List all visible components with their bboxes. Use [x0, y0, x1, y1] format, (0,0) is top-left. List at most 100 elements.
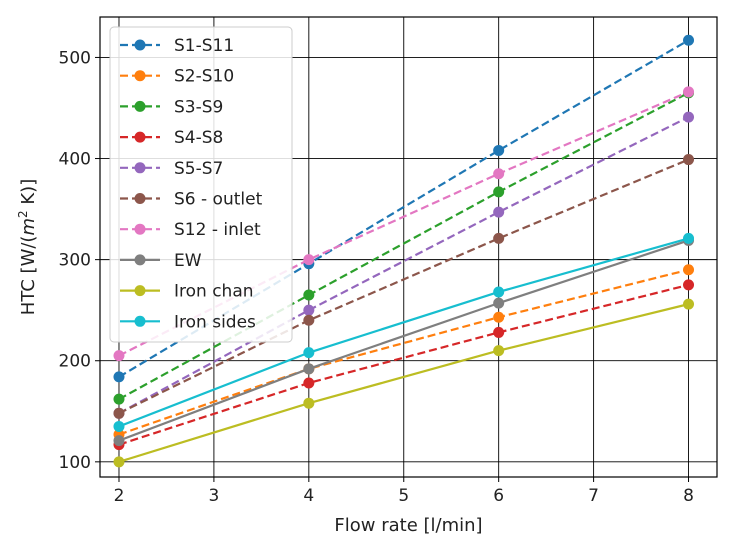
data-point [683, 264, 695, 276]
legend-marker [134, 315, 146, 327]
series-s12-inlet [113, 86, 695, 362]
legend-label: S2-S10 [174, 67, 234, 87]
legend-item: S6 - outlet [120, 190, 263, 210]
x-tick-label: 5 [398, 486, 409, 506]
x-tick-label: 2 [114, 486, 125, 506]
data-point [493, 297, 505, 309]
data-point [493, 345, 505, 357]
data-point [113, 420, 125, 432]
y-tick-label: 200 [59, 352, 91, 372]
data-point [113, 456, 125, 468]
plot-frame [99, 16, 718, 478]
x-tick-label: 8 [683, 486, 694, 506]
data-point [303, 363, 315, 375]
data-point [493, 326, 505, 338]
legend-label: Iron chan [174, 282, 254, 302]
series-line [118, 91, 690, 401]
series-line [118, 268, 689, 436]
legend-label: EW [174, 251, 202, 271]
y-axis-label: HTC [W/(m2 K)] [16, 179, 39, 315]
legend-item: S2-S10 [120, 67, 234, 87]
y-axis-label-unit: m [18, 218, 39, 236]
legend-label: S5-S7 [174, 159, 223, 179]
legend-item: S4-S8 [120, 128, 223, 148]
data-point [303, 304, 315, 316]
x-tick-label: 4 [303, 486, 314, 506]
y-tick-label: 100 [59, 453, 91, 473]
legend-label: S3-S9 [174, 97, 223, 117]
legend-marker [134, 193, 146, 204]
x-tick-label: 7 [588, 486, 599, 506]
series-line [118, 116, 690, 415]
data-point [303, 347, 315, 359]
legend-marker [134, 223, 146, 235]
data-point [303, 397, 315, 409]
legend-item: Iron chan [120, 282, 254, 302]
legend-item: S1-S11 [120, 36, 234, 56]
legend-marker [134, 100, 146, 112]
legend-marker [134, 254, 146, 266]
data-point [113, 407, 125, 419]
data-point [493, 286, 505, 298]
series-iron-chan [113, 298, 695, 468]
legend-marker [134, 162, 146, 174]
data-point [493, 186, 505, 198]
legend-item: Iron sides [120, 312, 256, 332]
series-line [118, 303, 689, 463]
data-point [683, 279, 695, 291]
legend-item: S12 - inlet [120, 220, 261, 240]
legend-box [109, 26, 293, 343]
data-point [303, 254, 315, 266]
series-line [118, 158, 689, 415]
data-point [303, 377, 315, 389]
legend-label: S6 - outlet [174, 190, 263, 210]
data-point [303, 289, 315, 301]
data-point [493, 168, 505, 180]
ticks: 2 3 4 5 6 7 8 100 200 300 400 500 [59, 48, 694, 506]
data-point [493, 206, 505, 218]
legend-label: Iron sides [174, 312, 256, 332]
x-tick-label: 3 [208, 486, 219, 506]
legend-label: S4-S8 [174, 128, 223, 148]
legend-item: S5-S7 [120, 159, 223, 179]
series-line [118, 283, 689, 446]
data-point [113, 393, 125, 405]
data-point [113, 350, 125, 362]
series-layer [113, 34, 695, 468]
y-tick-label: 500 [59, 48, 91, 68]
legend-label: S12 - inlet [174, 220, 261, 240]
data-point [683, 86, 695, 98]
data-point [683, 232, 695, 244]
data-point [683, 111, 695, 123]
series-iron-sides [113, 232, 695, 432]
data-point [493, 311, 505, 323]
data-point [493, 232, 505, 244]
data-point [113, 435, 125, 447]
legend-item: EW [120, 251, 202, 271]
series-s6-outlet [113, 154, 695, 419]
legend-marker [134, 131, 146, 143]
y-axis-label-prefix: HTC [W/( [18, 236, 39, 316]
data-point [683, 154, 695, 166]
data-point [303, 314, 315, 326]
x-tick-label: 6 [493, 486, 504, 506]
y-tick-label: 300 [59, 251, 91, 271]
data-point [493, 144, 505, 156]
y-axis-label-exponent: 2 [16, 210, 30, 218]
legend-marker [134, 285, 146, 297]
y-tick-label: 400 [59, 150, 91, 170]
series-line [118, 90, 689, 357]
series-line [118, 239, 689, 442]
legend-label: S1-S11 [174, 36, 234, 56]
data-point [113, 371, 125, 383]
data-point [683, 298, 695, 310]
legend-item: S3-S9 [120, 97, 223, 117]
data-point [683, 34, 695, 46]
legend-marker [134, 70, 146, 82]
legend-marker [134, 39, 146, 51]
y-axis-label-suffix: K)] [18, 179, 39, 211]
series-line [118, 237, 689, 428]
legend: S1-S11 S2-S10 S3-S9 S4-S8 S5-S7 S6 - outlet S1… [109, 26, 293, 343]
